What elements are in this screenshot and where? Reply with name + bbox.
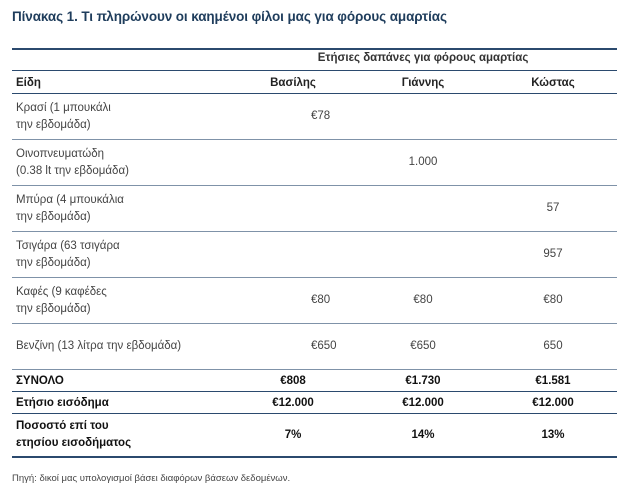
total-label: ΣΥΝΟΛΟ	[12, 369, 229, 392]
item-name-line1: Οινοπνευματώδη	[16, 147, 105, 160]
table-row: Μπύρα (4 μπουκάλια την εβδομάδα) 57	[12, 185, 617, 232]
column-header-giannis: Γιάννης	[357, 73, 489, 94]
cell-kostas: €80	[489, 277, 617, 324]
item-name: Τσιγάρα (63 τσιγάρα την εβδομάδα)	[12, 231, 229, 278]
income-giannis: €12.000	[357, 391, 489, 414]
item-name-line1: Μπύρα (4 μπουκάλια	[16, 193, 124, 206]
percent-row: Ποσοστό επί του ετησίου εισοδήματος 7% 1…	[12, 413, 617, 458]
column-header-items: Είδη	[12, 73, 229, 94]
cell-vasilis	[229, 139, 357, 186]
cell-vasilis: €650	[229, 323, 357, 370]
total-row: ΣΥΝΟΛΟ €808 €1.730 €1.581	[12, 369, 617, 392]
item-name: Οινοπνευματώδη (0.38 lt την εβδομάδα)	[12, 139, 229, 186]
group-header-label: Ετήσιες δαπάνες για φόρους αμαρτίας	[317, 52, 529, 64]
table-row: Καφές (9 καφέδες την εβδομάδα) €80 €80 €80	[12, 277, 617, 324]
cell-giannis	[357, 231, 489, 278]
item-name: Κρασί (1 μπουκάλι την εβδομάδα)	[12, 93, 229, 140]
percent-giannis: 14%	[357, 413, 489, 458]
cell-giannis: €80	[357, 277, 489, 324]
table-title: Πίνακας 1. Τι πληρώνουν οι καημένοι φίλο…	[12, 9, 447, 24]
cell-giannis	[357, 93, 489, 140]
group-header-rule	[12, 70, 617, 71]
item-name-line2: την εβδομάδα)	[16, 118, 91, 131]
cell-kostas: 650	[489, 323, 617, 370]
income-vasilis: €12.000	[229, 391, 357, 414]
cell-vasilis	[229, 185, 357, 232]
income-kostas: €12.000	[489, 391, 617, 414]
item-name: Βενζίνη (13 λίτρα την εβδομάδα)	[12, 323, 229, 370]
table-row: Τσιγάρα (63 τσιγάρα την εβδομάδα) 957	[12, 231, 617, 278]
income-row: Ετήσιο εισόδημα €12.000 €12.000 €12.000	[12, 391, 617, 414]
item-name: Καφές (9 καφέδες την εβδομάδα)	[12, 277, 229, 324]
table-row: Βενζίνη (13 λίτρα την εβδομάδα) €650 €650 6…	[12, 323, 617, 370]
cell-vasilis: €80	[229, 277, 357, 324]
item-name-line1: Κρασί (1 μπουκάλι	[16, 101, 111, 114]
cell-vasilis: €78	[229, 93, 357, 140]
expenses-table: Είδη Βασίλης Γιάννης Κώστας Κρασί (1 μπο…	[12, 73, 617, 458]
total-giannis: €1.730	[357, 369, 489, 392]
item-name-line2: (0.38 lt την εβδομάδα)	[16, 164, 129, 177]
column-header-vasilis: Βασίλης	[229, 73, 357, 94]
table-row: Οινοπνευματώδη (0.38 lt την εβδομάδα) 1.00…	[12, 139, 617, 186]
header-row: Είδη Βασίλης Γιάννης Κώστας	[12, 73, 617, 94]
cell-giannis: €650	[357, 323, 489, 370]
cell-kostas: 57	[489, 185, 617, 232]
cell-giannis: 1.000	[357, 139, 489, 186]
percent-kostas: 13%	[489, 413, 617, 458]
cell-kostas	[489, 93, 617, 140]
item-name-line1: Καφές (9 καφέδες	[16, 285, 107, 298]
item-name-line1: Βενζίνη (13 λίτρα την εβδομάδα)	[16, 340, 182, 352]
total-vasilis: €808	[229, 369, 357, 392]
group-header: Ετήσιες δαπάνες για φόρους αμαρτίας	[12, 52, 617, 64]
column-header-kostas: Κώστας	[489, 73, 617, 94]
item-name: Μπύρα (4 μπουκάλια την εβδομάδα)	[12, 185, 229, 232]
top-rule	[12, 48, 617, 50]
item-name-line2: την εβδομάδα)	[16, 256, 91, 269]
table-body: Κρασί (1 μπουκάλι την εβδομάδα) €78 Οινοπνε…	[12, 93, 617, 370]
table-row: Κρασί (1 μπουκάλι την εβδομάδα) €78	[12, 93, 617, 140]
source-note: Πηγή: δικοί μας υπολογισμοί βάσει διαφόρ…	[12, 473, 291, 484]
percent-label-line1: Ποσοστό επί του	[16, 420, 109, 432]
cell-kostas: 957	[489, 231, 617, 278]
cell-giannis	[357, 185, 489, 232]
cell-vasilis	[229, 231, 357, 278]
total-kostas: €1.581	[489, 369, 617, 392]
percent-vasilis: 7%	[229, 413, 357, 458]
item-name-line2: την εβδομάδα)	[16, 302, 91, 315]
income-label: Ετήσιο εισόδημα	[12, 391, 229, 414]
item-name-line2: την εβδομάδα)	[16, 210, 91, 223]
cell-kostas	[489, 139, 617, 186]
percent-label: Ποσοστό επί του ετησίου εισοδήματος	[12, 413, 229, 458]
item-name-line1: Τσιγάρα (63 τσιγάρα	[16, 239, 120, 252]
percent-label-line2: ετησίου εισοδήματος	[16, 437, 132, 449]
